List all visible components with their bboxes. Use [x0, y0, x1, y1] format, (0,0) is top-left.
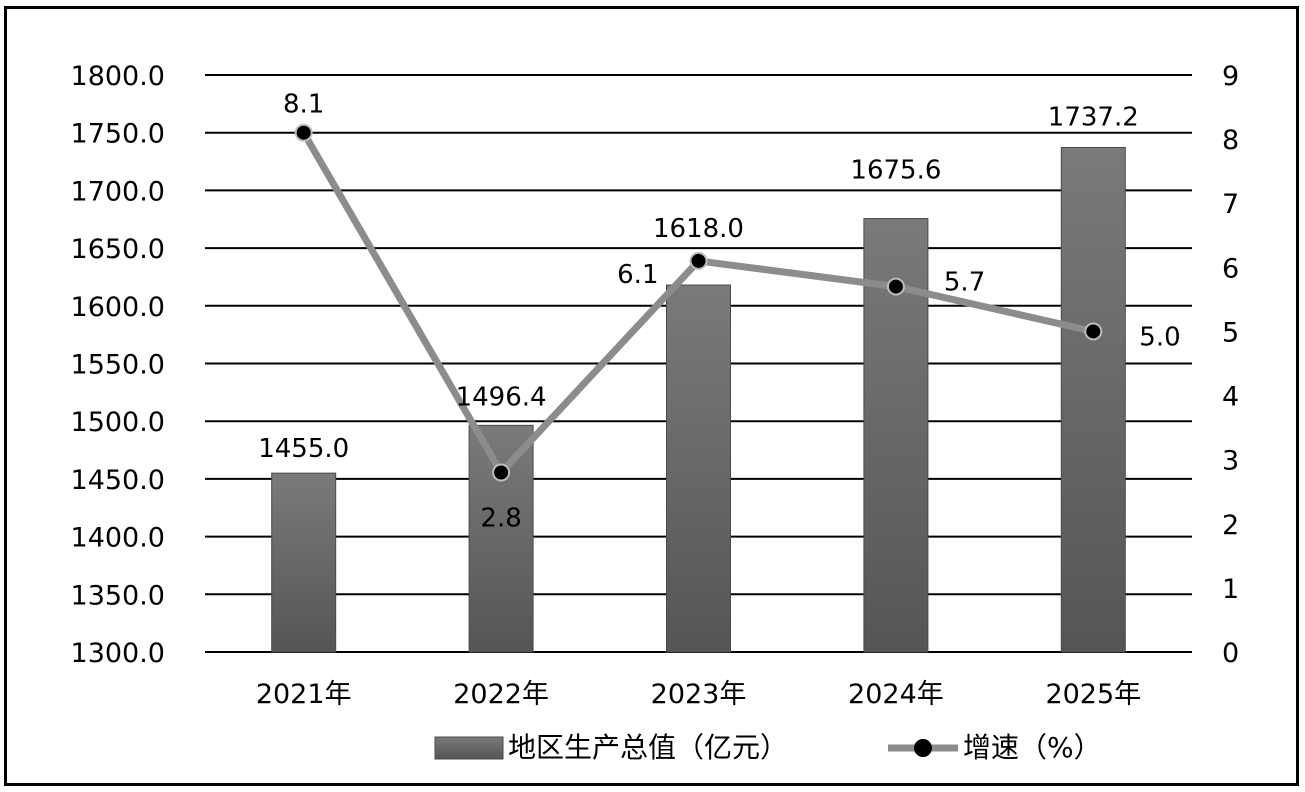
y-left-tick-label: 1450.0 — [71, 465, 165, 496]
y-left-tick-label: 1300.0 — [71, 638, 165, 669]
bar-value-label: 1455.0 — [258, 434, 349, 464]
bar — [666, 284, 731, 653]
bar-value-label: 1737.2 — [1048, 102, 1139, 132]
bar — [468, 424, 534, 653]
bar-value-label: 1496.4 — [456, 382, 547, 412]
growth-value-label: 5.0 — [1139, 322, 1180, 352]
data-labels: 1455.0 1496.4 1618.0 1675.6 1737.2 8.1 2.8 6.1 5… — [258, 90, 1180, 534]
y-right-tick-label: 0 — [1222, 638, 1239, 669]
legend-line-marker — [914, 739, 932, 757]
y-left-tick-label: 1500.0 — [71, 407, 165, 438]
legend: 地区生产总值（亿元） 增速（%） — [434, 731, 1102, 764]
y-left-tick-label: 1800.0 — [71, 61, 165, 92]
growth-value-label: 6.1 — [617, 260, 658, 290]
bar-value-label: 1675.6 — [850, 156, 941, 186]
gridlines — [205, 74, 1192, 653]
x-tick-label: 2023年 — [651, 679, 747, 710]
bar — [271, 472, 337, 653]
legend-bar-label: 地区生产总值（亿元） — [508, 731, 788, 764]
y-right-tick-label: 5 — [1222, 317, 1239, 348]
growth-value-label: 8.1 — [283, 90, 324, 120]
y-left-tick-label: 1750.0 — [71, 119, 165, 150]
x-tick-label: 2021年 — [256, 679, 352, 710]
growth-marker — [294, 123, 313, 142]
bar — [1060, 146, 1126, 653]
bar-value-label: 1618.0 — [653, 214, 744, 244]
growth-value-label: 2.8 — [480, 503, 521, 533]
growth-value-label: 5.7 — [944, 268, 985, 298]
y-right-tick-label: 7 — [1222, 189, 1239, 220]
y-right-tick-label: 6 — [1222, 253, 1239, 284]
y-right-tick-label: 1 — [1222, 574, 1239, 605]
y-left-tick-label: 1400.0 — [71, 523, 165, 554]
x-tick-label: 2024年 — [848, 679, 944, 710]
growth-marker — [492, 463, 511, 482]
legend-bar-swatch — [434, 736, 504, 760]
growth-marker — [689, 251, 708, 270]
y-left-tick-label: 1600.0 — [71, 292, 165, 323]
x-tick-label: 2022年 — [453, 679, 549, 710]
x-tick-label: 2025年 — [1045, 679, 1141, 710]
y-right-tick-label: 3 — [1222, 446, 1239, 477]
y-right-tick-label: 4 — [1222, 382, 1239, 413]
y-right-tick-label: 2 — [1222, 510, 1239, 541]
growth-marker — [886, 277, 905, 296]
growth-marker — [1084, 322, 1103, 341]
y-left-tick-label: 1650.0 — [71, 234, 165, 265]
legend-line-label: 增速（%） — [963, 731, 1102, 764]
y-left-tick-label: 1550.0 — [71, 350, 165, 381]
y-right-tick-label: 9 — [1222, 61, 1239, 92]
axis-ticks: 1300.0 1350.0 1400.0 1450.0 1500.0 1550.0 1600… — [71, 61, 1240, 710]
y-left-tick-label: 1700.0 — [71, 176, 165, 207]
y-left-tick-label: 1350.0 — [71, 580, 165, 611]
y-right-tick-label: 8 — [1222, 125, 1239, 156]
growth-line — [294, 123, 1103, 482]
